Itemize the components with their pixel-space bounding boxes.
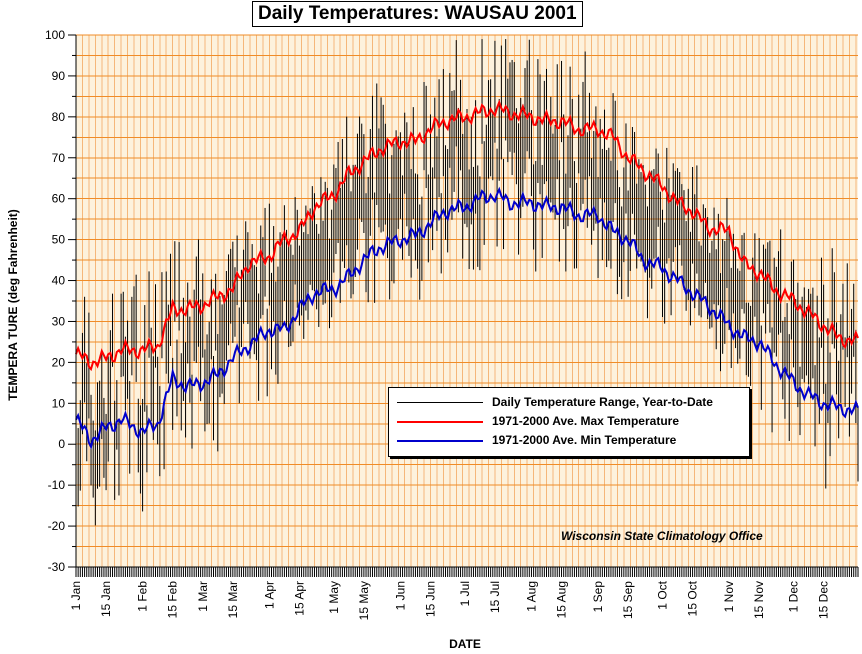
y-tick-label: -20 xyxy=(48,519,66,533)
legend-label-min: 1971-2000 Ave. Min Temperature xyxy=(492,433,677,447)
x-tick-label: 15 Feb xyxy=(166,581,180,619)
legend-item-range: Daily Temperature Range, Year-to-Date xyxy=(397,394,747,414)
x-tick-label: 1 Oct xyxy=(656,580,670,609)
legend-swatch-min xyxy=(397,440,483,442)
y-tick-label: 30 xyxy=(52,314,66,328)
legend-label-max: 1971-2000 Ave. Max Temperature xyxy=(492,414,679,428)
x-tick-label: 1 Feb xyxy=(136,581,150,612)
y-axis-label: TEMPERA TURE (deg Fahrenheit) xyxy=(6,209,20,401)
legend: Daily Temperature Range, Year-to-Date 19… xyxy=(388,387,750,457)
x-tick-label: 15 Dec xyxy=(817,581,831,619)
x-tick-label: 1 Nov xyxy=(722,581,736,612)
x-tick-label: 15 Aug xyxy=(555,581,569,618)
x-tick-label: 15 Jun xyxy=(424,581,438,617)
x-tick-label: 15 Jul xyxy=(488,581,502,613)
credit-annotation: Wisconsin State Climatology Office xyxy=(561,529,763,543)
y-tick-label: 10 xyxy=(52,396,66,410)
x-tick-label: 15 Apr xyxy=(292,581,306,616)
x-tick-label: 15 Jan xyxy=(99,581,113,617)
avg-max-line xyxy=(75,99,859,372)
x-tick-label: 1 Sep xyxy=(591,581,605,613)
x-tick-label: 1 May xyxy=(327,581,341,614)
chart-title: Daily Temperatures: WAUSAU 2001 xyxy=(252,1,583,27)
x-tick-label: 1 Dec xyxy=(787,581,801,612)
y-tick-label: -10 xyxy=(48,478,66,492)
y-tick-label: 100 xyxy=(45,28,65,42)
avg-min-line xyxy=(75,186,859,450)
legend-item-max: 1971-2000 Ave. Max Temperature xyxy=(397,413,747,433)
y-tick-label: 90 xyxy=(52,69,66,83)
x-tick-label: 1 Mar xyxy=(196,581,210,612)
x-tick-label: 15 May xyxy=(357,581,371,620)
y-tick-label: 0 xyxy=(58,437,65,451)
y-tick-label: 40 xyxy=(52,274,66,288)
x-tick-label: 1 Jul xyxy=(458,581,472,606)
y-tick-label: 70 xyxy=(52,151,66,165)
x-tick-label: 1 Aug xyxy=(525,581,539,612)
y-tick-label: 20 xyxy=(52,355,66,369)
axes xyxy=(68,34,859,577)
x-tick-label: 1 Jun xyxy=(393,581,407,610)
daily-range-bars xyxy=(75,39,859,526)
legend-item-min: 1971-2000 Ave. Min Temperature xyxy=(397,432,747,452)
x-tick-label: 15 Nov xyxy=(752,581,766,619)
x-tick-label: 15 Oct xyxy=(686,580,700,616)
x-tick-label: 15 Mar xyxy=(226,581,240,618)
x-axis-label: DATE xyxy=(449,637,481,651)
x-tick-label: 1 Jan xyxy=(69,581,83,610)
y-tick-label: 50 xyxy=(52,233,66,247)
x-tick-label: 15 Sep xyxy=(621,581,635,619)
y-tick-label: 60 xyxy=(52,192,66,206)
legend-swatch-max xyxy=(397,421,483,423)
legend-label-range: Daily Temperature Range, Year-to-Date xyxy=(492,395,713,409)
x-tick-label: 1 Apr xyxy=(262,581,276,609)
legend-swatch-range xyxy=(397,402,483,403)
y-tick-label: 80 xyxy=(52,110,66,124)
y-tick-label: -30 xyxy=(48,560,66,574)
x-tick-labels: 1 Jan 15 Jan 1 Feb 15 Feb 1 Mar 15 Mar 1 Apr 15… xyxy=(69,580,831,620)
